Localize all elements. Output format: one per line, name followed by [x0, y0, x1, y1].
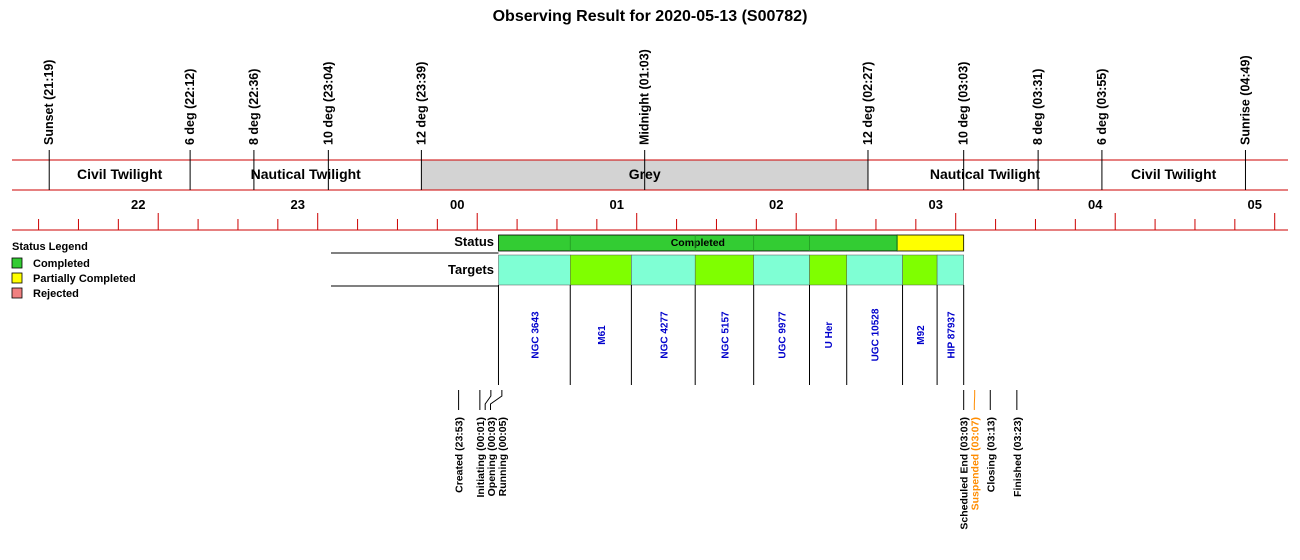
target-name: UGC 9977: [778, 311, 789, 359]
time-axis: 22 23 00 01 02 03 04 05: [38, 197, 1276, 230]
hour-label: 23: [290, 197, 304, 212]
sky-event-label: 8 deg (03:31): [1031, 69, 1045, 145]
sky-events: Sunset (21:19) 6 deg (22:12) 8 deg (22:36)…: [42, 49, 1252, 190]
sky-event-label: Sunrise (04:49): [1238, 55, 1252, 145]
twilight-phase: [49, 160, 191, 190]
hour-label: 03: [928, 197, 942, 212]
milestone-label: Finished (03:23): [1012, 417, 1024, 497]
target-name: M92: [916, 325, 927, 345]
sky-event-label: Midnight (01:03): [638, 49, 652, 145]
legend-label: Completed: [33, 258, 90, 270]
target-name: U Her: [824, 322, 835, 349]
target-block: [631, 254, 696, 286]
target-name: M61: [597, 325, 608, 345]
milestone-label: Closing (03:13): [985, 417, 997, 492]
hour-label: 00: [450, 197, 464, 212]
target-block: [936, 254, 964, 286]
status-legend: Status Legend Completed Partially Complete…: [11, 241, 136, 300]
milestone-label: Suspended (03:07): [970, 417, 982, 510]
hour-label: 05: [1247, 197, 1261, 212]
twilight-phase-label: Nautical Twilight: [251, 166, 362, 182]
status-segment: [896, 234, 965, 252]
target-block: [498, 254, 571, 286]
sky-event-label: 12 deg (23:39): [414, 62, 428, 145]
legend-swatch: [11, 272, 23, 284]
twilight-phase: [867, 160, 1102, 190]
milestone-label: Scheduled End (03:03): [959, 417, 971, 530]
target-name: NGC 4277: [659, 311, 670, 359]
target-block: [753, 254, 810, 286]
hour-label: 02: [769, 197, 783, 212]
legend-swatch: [11, 257, 23, 269]
sky-event-label: 6 deg (22:12): [183, 69, 197, 145]
sky-event-label: 12 deg (02:27): [861, 62, 875, 145]
sky-event-label: 6 deg (03:55): [1095, 69, 1109, 145]
targets-row-label: Targets: [448, 262, 494, 277]
milestone-label: Running (00:05): [497, 417, 509, 496]
chart-title: Observing Result for 2020-05-13 (S00782): [493, 8, 808, 25]
status-segment-label: Completed: [671, 237, 725, 249]
hour-label: 22: [131, 197, 145, 212]
milestone-label: Initiating (00:01): [475, 417, 487, 498]
target-name: NGC 5157: [720, 311, 731, 359]
target-name: HIP 87937: [946, 311, 957, 359]
target-block: [809, 254, 847, 286]
target-block: [570, 254, 632, 286]
twilight-band: Civil Twilight Nautical Twilight Grey Nauti…: [12, 159, 1288, 231]
status-row-label: Status: [454, 234, 494, 249]
milestone-label: Opening (00:03): [486, 417, 498, 496]
legend-label: Rejected: [33, 288, 79, 300]
milestone-line: [490, 390, 503, 410]
sky-event-label: Sunset (21:19): [42, 60, 56, 145]
target-name: UGC 10528: [871, 308, 882, 361]
milestone-line: [484, 390, 492, 410]
target-name: NGC 3643: [530, 311, 541, 359]
twilight-phase: [190, 160, 422, 190]
hour-label: 04: [1088, 197, 1103, 212]
target-block: [846, 254, 903, 286]
legend-swatch: [11, 287, 23, 299]
legend-title: Status Legend: [12, 241, 88, 253]
target-block: [694, 254, 754, 286]
sky-event-label: 10 deg (23:04): [321, 62, 335, 145]
twilight-phase-label: Civil Twilight: [77, 166, 163, 182]
hour-label: 01: [609, 197, 623, 212]
twilight-phase-label: Nautical Twilight: [930, 166, 1041, 182]
milestones: Created (23:53) Initiating (00:01) Opening…: [454, 390, 1024, 530]
target-block: [902, 254, 938, 286]
twilight-phase: [1101, 160, 1246, 190]
status-target-rows: Status Targets Completed NGC 3643 M61 NGC 427…: [331, 234, 965, 385]
sky-event-label: 8 deg (22:36): [247, 69, 261, 145]
sky-event-label: 10 deg (03:03): [957, 62, 971, 145]
milestone-label: Created (23:53): [454, 417, 466, 493]
legend-label: Partially Completed: [33, 273, 136, 285]
twilight-phase-label: Civil Twilight: [1131, 166, 1217, 182]
